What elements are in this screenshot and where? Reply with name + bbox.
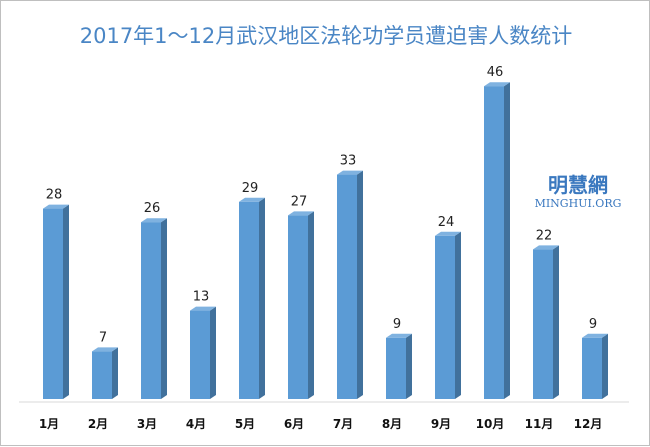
value-label-9: 24 [438, 215, 455, 230]
bar-front [582, 337, 602, 399]
bar-top [43, 204, 69, 209]
bar-side [504, 82, 510, 399]
bar-side [406, 333, 412, 399]
tick-label-10: 10月 [476, 417, 505, 431]
bar-top [435, 231, 461, 236]
tick-label-7: 7月 [333, 417, 353, 431]
bar-side [602, 333, 608, 399]
bar-10 [484, 82, 510, 399]
bar-front [533, 249, 553, 399]
bar-5 [239, 197, 265, 399]
bar-front [288, 215, 308, 399]
bar-front [190, 310, 210, 399]
minghui-watermark: 明慧網 MINGHUI.ORG [535, 173, 622, 210]
tick-label-5: 5月 [235, 417, 255, 431]
bar-top [141, 218, 167, 223]
bar-top [484, 82, 510, 87]
value-label-2: 7 [99, 330, 107, 345]
bar-6 [288, 211, 314, 399]
value-labels-layer: 28 7 26 13 29 27 33 9 24 46 22 9 [46, 65, 597, 345]
tick-label-1: 1月 [39, 417, 59, 431]
bar-side [553, 245, 559, 399]
value-label-11: 22 [536, 228, 553, 243]
chart-title: 2017年1～12月武汉地区法轮功学员遭迫害人数统计 [80, 24, 573, 48]
bar-side [63, 204, 69, 399]
tick-label-6: 6月 [284, 417, 304, 431]
x-axis-ticks: 1月 2月 3月 4月 5月 6月 7月 8月 9月 10月 11月 12月 [39, 417, 603, 431]
bar-side [357, 170, 363, 399]
tick-label-4: 4月 [186, 417, 206, 431]
bar-side [161, 218, 167, 399]
bar-top [386, 333, 412, 338]
bar-top [92, 347, 118, 352]
tick-label-12: 12月 [574, 417, 603, 431]
bar-11 [533, 245, 559, 399]
bar-side [112, 347, 118, 399]
bar-front [337, 174, 357, 399]
bar-front [239, 201, 259, 399]
value-label-8: 9 [393, 317, 401, 332]
tick-label-2: 2月 [88, 417, 108, 431]
bar-front [43, 208, 63, 399]
bars-layer [43, 82, 608, 399]
bar-front [141, 222, 161, 399]
bar-front [386, 337, 406, 399]
tick-label-9: 9月 [431, 417, 451, 431]
bar-front [435, 235, 455, 399]
bar-8 [386, 333, 412, 399]
value-label-1: 28 [46, 188, 63, 203]
bar-top [239, 197, 265, 202]
bar-4 [190, 306, 216, 399]
bar-2 [92, 347, 118, 399]
value-label-12: 9 [589, 317, 597, 332]
tick-label-3: 3月 [137, 417, 157, 431]
bar-front [92, 351, 112, 399]
value-label-3: 26 [144, 201, 161, 216]
value-label-7: 33 [340, 154, 357, 169]
bar-1 [43, 204, 69, 399]
bar-3 [141, 218, 167, 399]
bar-top [582, 333, 608, 338]
bar-9 [435, 231, 461, 399]
value-label-4: 13 [193, 290, 210, 305]
bar-top [190, 306, 216, 311]
bar-top [288, 211, 314, 216]
value-label-6: 27 [291, 194, 308, 209]
bar-front [484, 86, 504, 399]
bar-top [337, 170, 363, 175]
bar-side [259, 197, 265, 399]
bar-side [210, 306, 216, 399]
watermark-en: MINGHUI.ORG [535, 197, 622, 210]
bar-12 [582, 333, 608, 399]
value-label-5: 29 [242, 181, 259, 196]
value-label-10: 46 [487, 65, 504, 80]
bar-side [455, 231, 461, 399]
bar-7 [337, 170, 363, 399]
tick-label-8: 8月 [382, 417, 402, 431]
watermark-cn: 明慧網 [548, 173, 608, 197]
bar-side [308, 211, 314, 399]
tick-label-11: 11月 [525, 417, 554, 431]
bar-top [533, 245, 559, 250]
